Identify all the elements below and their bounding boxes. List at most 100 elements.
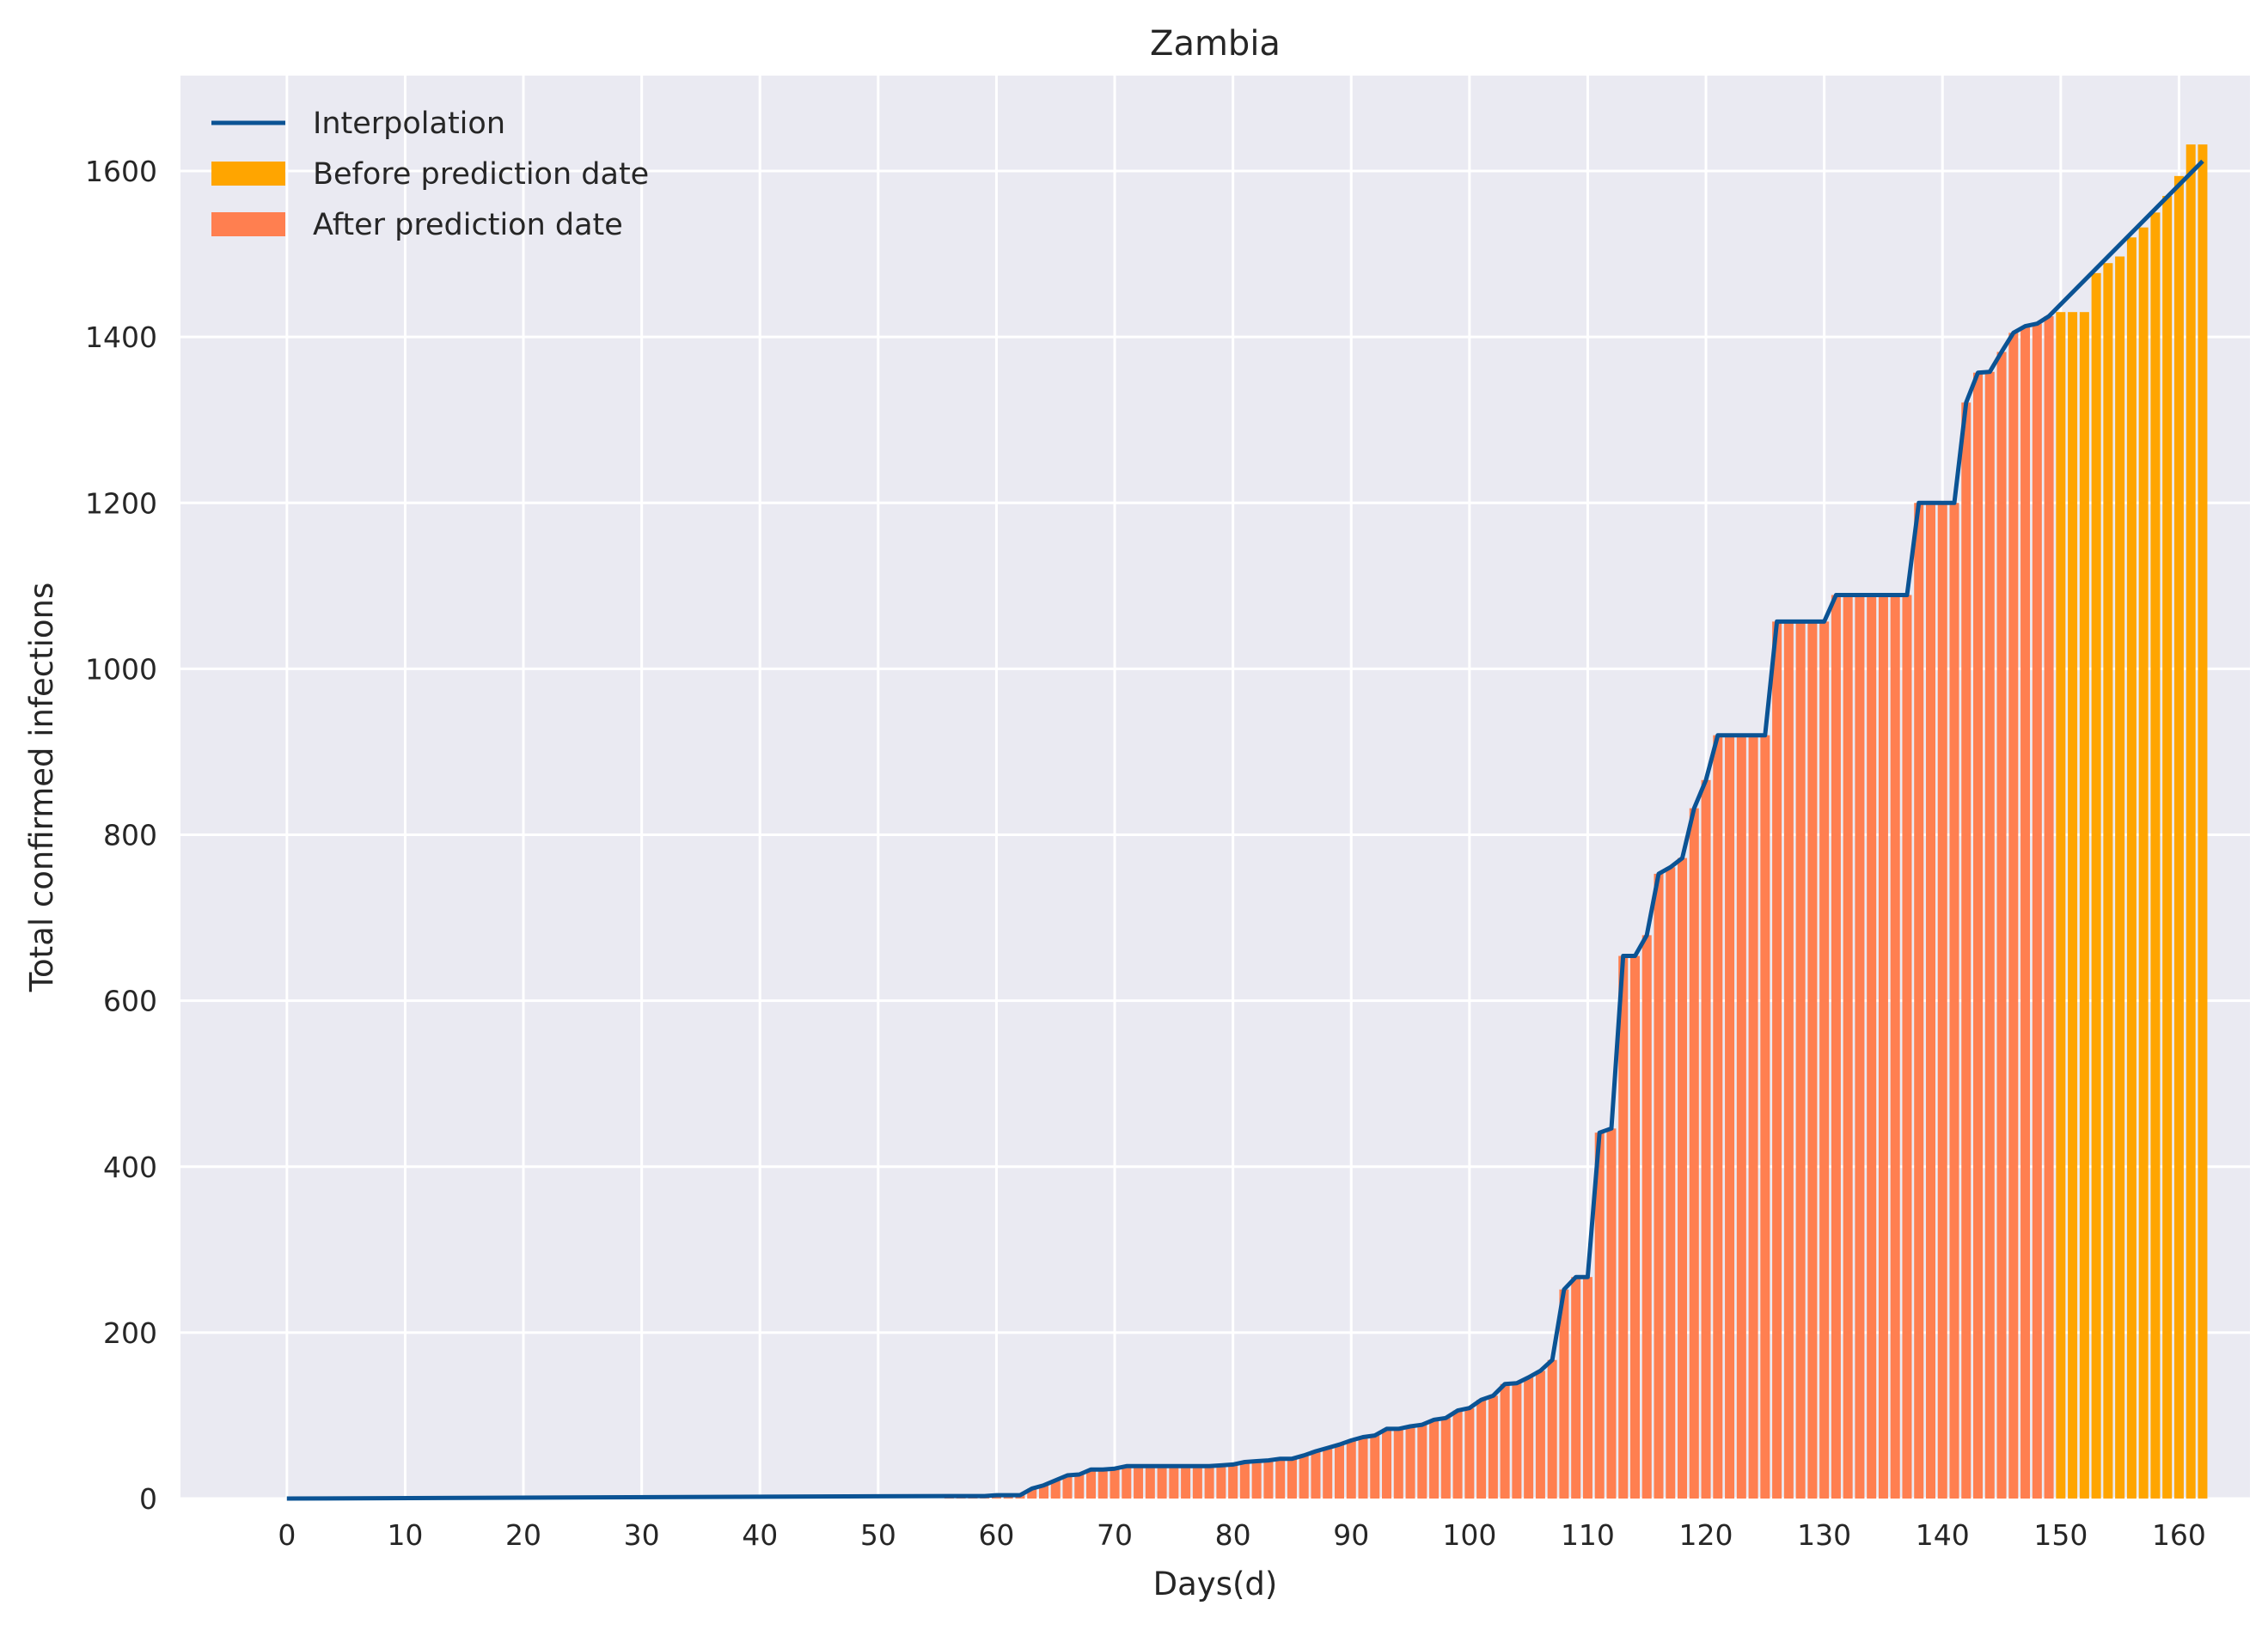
x-tick-label: 50	[860, 1518, 896, 1552]
bar-after	[1949, 503, 1959, 1499]
bar-after	[1618, 955, 1629, 1499]
bar-after	[1713, 735, 1723, 1499]
bar-after	[1346, 1440, 1356, 1499]
bar-after	[1287, 1458, 1297, 1499]
bar-after	[1937, 503, 1947, 1499]
bar-before	[2162, 196, 2173, 1499]
bar-after	[1181, 1466, 1191, 1499]
bar-after	[1323, 1448, 1333, 1499]
x-tick-label: 30	[624, 1518, 660, 1552]
bar-after	[1192, 1466, 1202, 1499]
x-tick-label: 90	[1333, 1518, 1369, 1552]
x-tick-label: 20	[505, 1518, 541, 1552]
bar-after	[1393, 1428, 1403, 1499]
bar-after	[1666, 867, 1676, 1499]
bar-after	[1748, 735, 1758, 1499]
bar-after	[1914, 503, 1924, 1499]
bar-after	[1110, 1468, 1120, 1499]
bar-after	[1961, 402, 1972, 1499]
bar-after	[1062, 1474, 1073, 1499]
bar-after	[1760, 735, 1770, 1499]
x-tick-label: 100	[1442, 1518, 1496, 1552]
bar-after	[1216, 1465, 1226, 1499]
bar-after	[1476, 1400, 1487, 1499]
bar-after	[1890, 595, 1900, 1499]
bar-before	[2138, 227, 2149, 1499]
legend-label-after: After prediction date	[313, 208, 623, 242]
bar-after	[1571, 1277, 1581, 1499]
bar-after	[1807, 621, 1818, 1499]
bar-after	[1027, 1488, 1037, 1499]
bar-after	[1512, 1383, 1522, 1499]
bar-after	[1228, 1464, 1238, 1499]
y-tick-label: 0	[139, 1482, 157, 1516]
bar-after	[2044, 316, 2054, 1499]
legend-label-interpolation: Interpolation	[313, 107, 505, 141]
bar-after	[1594, 1132, 1605, 1499]
bar-after	[1038, 1485, 1048, 1499]
bar-after	[1524, 1377, 1534, 1499]
bar-after	[1701, 779, 1711, 1499]
x-tick-label: 0	[278, 1518, 296, 1552]
bar-after	[1275, 1458, 1286, 1499]
x-tick-label: 10	[387, 1518, 423, 1552]
bar-after	[1145, 1466, 1155, 1499]
bar-after	[1606, 1128, 1617, 1499]
bar-after	[1488, 1395, 1498, 1499]
bar-after	[2032, 323, 2042, 1499]
legend-before-swatch	[211, 162, 285, 186]
bar-after	[1547, 1359, 1557, 1499]
x-tick-label: 120	[1679, 1518, 1733, 1552]
x-tick-label: 70	[1097, 1518, 1133, 1552]
y-tick-label: 800	[103, 819, 157, 852]
bar-after	[1440, 1418, 1451, 1499]
bar-after	[1736, 735, 1746, 1499]
bar-before	[2198, 144, 2208, 1499]
bar-after	[1204, 1466, 1214, 1499]
bar-after	[1452, 1410, 1463, 1499]
x-tick-label: 60	[978, 1518, 1014, 1552]
bar-before	[2079, 312, 2089, 1499]
bar-after	[1134, 1466, 1144, 1499]
x-tick-label: 110	[1561, 1518, 1615, 1552]
bar-after	[1464, 1407, 1475, 1499]
chart-title: Zambia	[1150, 24, 1281, 64]
bar-after	[2008, 333, 2019, 1499]
bar-after	[1984, 371, 1995, 1499]
bar-before	[2115, 256, 2125, 1499]
bar-after	[1122, 1466, 1132, 1499]
bar-after	[1819, 621, 1830, 1499]
bar-after	[1157, 1466, 1167, 1499]
bar-after	[1925, 503, 1935, 1499]
bar-after	[1559, 1289, 1569, 1499]
bar-after	[1996, 351, 2007, 1499]
bar-before	[2150, 212, 2161, 1499]
bar-after	[1074, 1474, 1085, 1499]
x-tick-label: 160	[2152, 1518, 2206, 1552]
bar-after	[1311, 1450, 1321, 1499]
legend: Interpolation Before prediction date Aft…	[211, 107, 649, 242]
bar-before	[2068, 312, 2078, 1499]
bar-after	[1382, 1428, 1392, 1499]
bar-after	[1831, 595, 1841, 1499]
y-tick-label: 1200	[85, 486, 157, 520]
bar-after	[1500, 1383, 1510, 1499]
legend-after-swatch	[211, 212, 285, 236]
bar-after	[1795, 621, 1806, 1499]
bar-before	[2185, 144, 2196, 1499]
x-tick-label: 140	[1916, 1518, 1970, 1552]
x-tick-label: 40	[742, 1518, 778, 1552]
legend-label-before: Before prediction date	[313, 157, 649, 192]
bar-after	[1973, 372, 1984, 1499]
bar-before	[2056, 312, 2066, 1499]
bar-after	[1641, 935, 1652, 1499]
bar-after	[1239, 1462, 1250, 1499]
bar-after	[1417, 1425, 1427, 1499]
bar-after	[1878, 595, 1888, 1499]
interpolation-line	[286, 159, 2204, 1501]
bar-after	[1086, 1469, 1097, 1499]
bar-after	[1263, 1460, 1274, 1499]
bar-after	[1582, 1277, 1592, 1499]
y-tick-label: 400	[103, 1151, 157, 1184]
bar-after	[1772, 621, 1782, 1499]
